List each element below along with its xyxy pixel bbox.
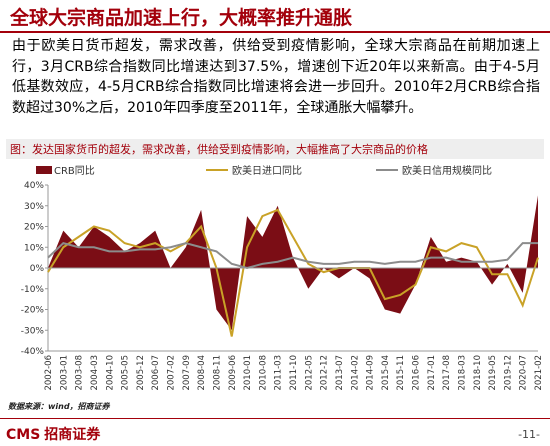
x-tick-label: 2012-12 — [320, 355, 330, 391]
x-tick-label: 2008-04 — [197, 355, 207, 391]
x-tick-label: 2013-07 — [335, 355, 345, 391]
x-tick-label: 2019-05 — [488, 355, 498, 391]
y-tick-label: 20% — [24, 223, 44, 233]
x-tick-label: 2017-08 — [442, 355, 452, 391]
y-tick-label: 10% — [24, 243, 44, 253]
x-tick-label: 2014-02 — [350, 355, 360, 391]
x-tick-label: 2018-03 — [457, 355, 467, 391]
legend-label: 欧美日信用规模同比 — [402, 164, 492, 177]
slide-title: 全球大宗商品加速上行，大概率推升通胀 — [10, 7, 353, 29]
legend-label: CRB同比 — [54, 165, 95, 177]
chart-title-band — [6, 139, 544, 159]
x-tick-label: 2016-06 — [412, 355, 422, 391]
x-tick-label: 2006-07 — [151, 355, 161, 391]
x-tick-label: 2011-10 — [289, 355, 299, 391]
chart-box: 图：发达国家货币的超发，需求改善，供给受到疫情影响，大幅推高了大宗商品的价格 -… — [6, 139, 544, 401]
line — [47, 208, 539, 337]
y-tick-label: -30% — [21, 326, 45, 336]
company-name: 招商证券 — [44, 427, 101, 443]
legend-swatch — [36, 166, 52, 174]
x-tick-label: 2003-01 — [59, 355, 69, 391]
title-rule — [0, 31, 550, 33]
x-tick-label: 2003-08 — [75, 355, 85, 391]
chart: 图：发达国家货币的超发，需求改善，供给受到疫情影响，大幅推高了大宗商品的价格 -… — [6, 139, 544, 391]
page-number: -11- — [518, 428, 540, 441]
x-tick-label: 2019-12 — [503, 355, 513, 391]
x-tick-label: 2009-06 — [228, 355, 238, 391]
x-tick-label: 2005-05 — [121, 355, 131, 391]
x-tick-label: 2012-05 — [304, 355, 314, 391]
x-tick-label: 2018-10 — [473, 355, 483, 391]
logo: CMS 招商证券 — [6, 424, 100, 444]
x-tick-label: 2015-04 — [381, 355, 391, 391]
x-tick-label: 2010-01 — [243, 355, 253, 391]
area — [48, 195, 538, 331]
logo-text: CMS — [6, 427, 41, 443]
y-tick-label: 30% — [24, 202, 44, 212]
y-tick-label: 0% — [30, 264, 45, 274]
x-tick-label: 2008-11 — [212, 355, 222, 391]
x-tick-label: 2021-02 — [534, 355, 544, 391]
y-tick-label: 40% — [24, 181, 44, 191]
x-tick-label: 2014-09 — [366, 355, 376, 391]
y-tick-label: -20% — [21, 306, 45, 316]
legend-label: 欧美日进口同比 — [232, 164, 302, 177]
paragraph: 由于欧美日货币超发，需求改善，供给受到疫情影响，全球大宗商品在前期加速上行，3月… — [12, 38, 540, 116]
x-tick-label: 2017-01 — [427, 355, 437, 391]
x-tick-label: 2004-10 — [105, 355, 115, 391]
footer-rule — [0, 418, 550, 419]
x-tick-label: 2007-02 — [167, 355, 177, 391]
x-tick-label: 2011-03 — [274, 355, 284, 391]
chart-title: 图：发达国家货币的超发，需求改善，供给受到疫情影响，大幅推高了大宗商品的价格 — [10, 142, 428, 156]
x-tick-label: 2004-03 — [90, 355, 100, 391]
x-tick-label: 2010-08 — [258, 355, 268, 391]
x-tick-label: 2007-09 — [182, 355, 192, 391]
y-tick-label: -10% — [21, 285, 45, 295]
x-tick-label: 2002-06 — [44, 355, 54, 391]
x-tick-label: 2015-11 — [396, 355, 406, 391]
x-tick-label: 2005-12 — [136, 355, 146, 391]
source-note: 数据来源：wind，招商证券 — [8, 402, 110, 411]
x-tick-label: 2020-07 — [519, 355, 529, 391]
line — [47, 241, 538, 270]
y-tick-label: -40% — [21, 347, 45, 357]
